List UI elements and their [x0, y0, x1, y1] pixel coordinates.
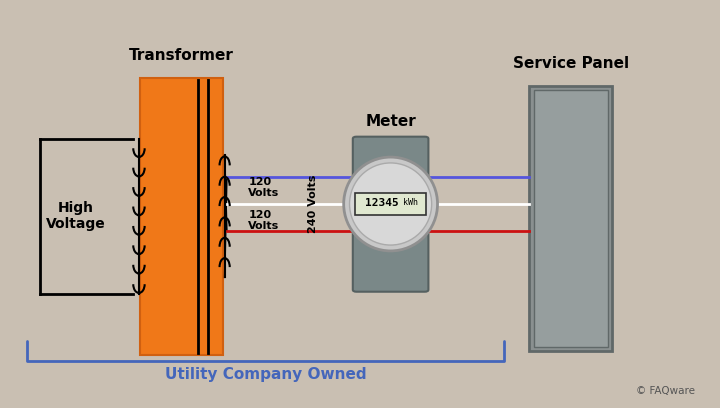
FancyBboxPatch shape — [353, 137, 428, 292]
FancyBboxPatch shape — [529, 86, 612, 351]
Text: © FAQware: © FAQware — [636, 386, 695, 396]
Ellipse shape — [343, 157, 438, 251]
Text: 120
Volts: 120 Volts — [248, 210, 279, 231]
Ellipse shape — [349, 163, 432, 245]
FancyBboxPatch shape — [140, 78, 223, 355]
Text: High
Voltage: High Voltage — [46, 201, 105, 231]
Text: Transformer: Transformer — [130, 48, 234, 63]
Text: 120
Volts: 120 Volts — [248, 177, 279, 198]
FancyBboxPatch shape — [534, 90, 608, 347]
FancyBboxPatch shape — [355, 193, 426, 215]
Text: Utility Company Owned: Utility Company Owned — [165, 367, 366, 382]
Text: kWh: kWh — [403, 198, 418, 207]
Text: Service Panel: Service Panel — [513, 56, 629, 71]
Text: 240 Volts: 240 Volts — [308, 175, 318, 233]
Text: Meter: Meter — [365, 113, 416, 129]
Text: 12345: 12345 — [365, 198, 399, 208]
